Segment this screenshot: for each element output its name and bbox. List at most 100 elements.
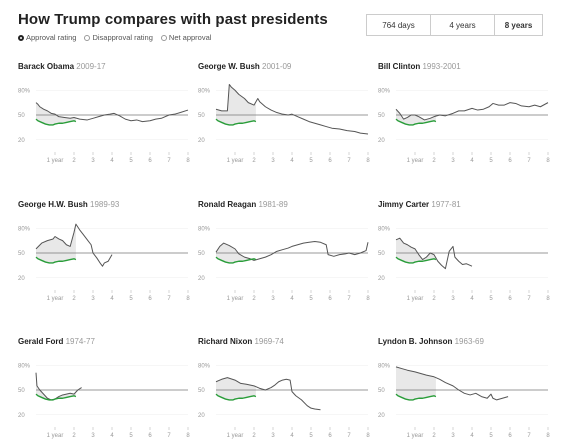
gap-area (396, 109, 436, 125)
x-tick-label: 8 (366, 296, 370, 302)
legend-disapproval[interactable]: Disapproval rating (84, 33, 153, 42)
legend: Approval rating Disapproval rating Net a… (18, 33, 211, 42)
x-tick-label: 4 (110, 158, 114, 164)
x-tick-label: 3 (271, 433, 275, 439)
x-tick-label: 5 (129, 433, 133, 439)
trump-approval-line (395, 256, 437, 264)
president-approval-line (35, 223, 113, 267)
x-tick-label: 5 (129, 296, 133, 302)
x-tick-label: 5 (129, 158, 133, 164)
x-tick-label: 4 (290, 433, 294, 439)
president-name: George H.W. Bush (18, 200, 88, 209)
x-tick-label: 7 (347, 296, 351, 302)
x-tick-label: 8 (546, 433, 550, 439)
panel-title: George W. Bush 2001-09 (198, 62, 358, 71)
legend-disapproval-label: Disapproval rating (92, 33, 153, 42)
x-tick-label: 8 (366, 433, 370, 439)
panel-lyndon-b-johnson: Lyndon B. Johnson 1963-69 80% 50 20 1 year 2 3… (378, 337, 550, 439)
x-tick-label: 1 year (47, 433, 64, 439)
x-tick-label: 8 (186, 433, 190, 439)
trump-approval-line (35, 393, 77, 401)
y-tick-label: 80% (378, 226, 391, 232)
president-approval-line (35, 372, 82, 401)
y-tick-label: 20 (198, 413, 205, 419)
chart-bill-clinton: 80% 50 20 1 year 2 3 4 5 6 7 8 (378, 88, 550, 164)
x-tick-label: 2 (72, 433, 76, 439)
x-tick-label: 4 (290, 296, 294, 302)
chart-gerald-ford: 80% 50 20 1 year 2 3 4 5 6 7 8 (18, 363, 190, 439)
x-tick-label: 2 (252, 296, 256, 302)
panel-bill-clinton: Bill Clinton 1993-2001 80% 50 20 1 year 2 3 4 5 6… (378, 62, 550, 164)
x-tick-label: 8 (366, 158, 370, 164)
x-tick-label: 3 (451, 296, 455, 302)
radio-net-icon[interactable] (160, 34, 167, 41)
gap-area (36, 102, 76, 125)
president-approval-line (215, 377, 321, 411)
president-name: Barack Obama (18, 62, 75, 71)
x-tick-label: 4 (470, 296, 474, 302)
trump-approval-line (215, 118, 257, 126)
y-tick-label: 80% (198, 226, 211, 232)
president-name: Gerald Ford (18, 337, 64, 346)
x-tick-label: 6 (508, 433, 512, 439)
radio-disapproval-icon[interactable] (84, 34, 91, 41)
panel-gerald-ford: Gerald Ford 1974-77 80% 50 20 1 year 2 3 4 5 6 7 8 (18, 337, 190, 439)
chart-ronald-reagan: 80% 50 20 1 year 2 3 4 5 6 7 8 (198, 226, 370, 302)
x-tick-label: 7 (347, 158, 351, 164)
president-years: 2001-09 (259, 62, 292, 71)
legend-net[interactable]: Net approval (160, 33, 212, 42)
president-years: 1969-74 (252, 337, 284, 346)
y-tick-label: 50 (198, 251, 205, 257)
x-tick-label: 3 (451, 433, 455, 439)
president-approval-line (395, 102, 549, 121)
panel-george-h-w-bush: George H.W. Bush 1989-93 80% 50 20 1 year 2 3 4… (18, 200, 190, 302)
chart-george-w-bush: 80% 50 20 1 year 2 3 4 5 6 7 8 (198, 83, 370, 164)
x-tick-label: 4 (470, 433, 474, 439)
time-range-tabs: 764 days 4 years 8 years (366, 14, 543, 36)
y-tick-label: 20 (198, 138, 205, 144)
president-approval-line (395, 366, 509, 401)
y-tick-label: 80% (18, 88, 31, 94)
panel-jimmy-carter: Jimmy Carter 1977-81 80% 50 20 1 year 2 3 4 5 6 7 8 (378, 200, 550, 302)
legend-approval[interactable]: Approval rating (18, 33, 76, 42)
x-tick-label: 7 (347, 433, 351, 439)
president-years: 1989-93 (87, 200, 120, 209)
x-tick-label: 8 (546, 296, 550, 302)
x-tick-label: 3 (91, 296, 95, 302)
trump-approval-line (395, 118, 437, 126)
x-tick-label: 4 (470, 158, 474, 164)
y-tick-label: 20 (18, 413, 25, 419)
x-tick-label: 3 (451, 158, 455, 164)
panel-george-w-bush: George W. Bush 2001-09 80% 50 20 1 year 2 3 4 5 6… (198, 62, 370, 164)
president-years: 1993-2001 (420, 62, 461, 71)
x-tick-label: 3 (91, 433, 95, 439)
panel-title: Barack Obama 2009-17 (18, 62, 178, 71)
y-tick-label: 20 (198, 276, 205, 282)
y-tick-label: 50 (198, 388, 205, 394)
y-tick-label: 80% (198, 88, 211, 94)
president-approval-line (215, 83, 369, 135)
panel-title: Jimmy Carter 1977-81 (378, 200, 538, 209)
tab-4-years[interactable]: 4 years (431, 15, 495, 35)
x-tick-label: 1 year (407, 296, 424, 302)
chart-lyndon-b-johnson: 80% 50 20 1 year 2 3 4 5 6 7 8 (378, 363, 550, 439)
x-tick-label: 7 (527, 158, 531, 164)
legend-net-label: Net approval (168, 33, 212, 42)
tab-8-years[interactable]: 8 years (495, 15, 542, 35)
y-tick-label: 50 (18, 388, 25, 394)
panel-title: Ronald Reagan 1981-89 (198, 200, 358, 209)
x-tick-label: 8 (186, 296, 190, 302)
y-tick-label: 50 (18, 251, 25, 257)
y-tick-label: 80% (198, 363, 211, 369)
panel-title: George H.W. Bush 1989-93 (18, 200, 178, 209)
chart-george-h-w-bush: 80% 50 20 1 year 2 3 4 5 6 7 8 (18, 223, 190, 302)
y-tick-label: 20 (378, 276, 385, 282)
tab-764-days[interactable]: 764 days (367, 15, 431, 35)
president-years: 1963-69 (452, 337, 484, 346)
y-tick-label: 50 (378, 388, 385, 394)
trump-approval-line (395, 393, 437, 401)
radio-approval-icon[interactable] (18, 34, 24, 41)
president-years: 1981-89 (256, 200, 288, 209)
gap-area (36, 372, 76, 400)
x-tick-label: 3 (271, 158, 275, 164)
